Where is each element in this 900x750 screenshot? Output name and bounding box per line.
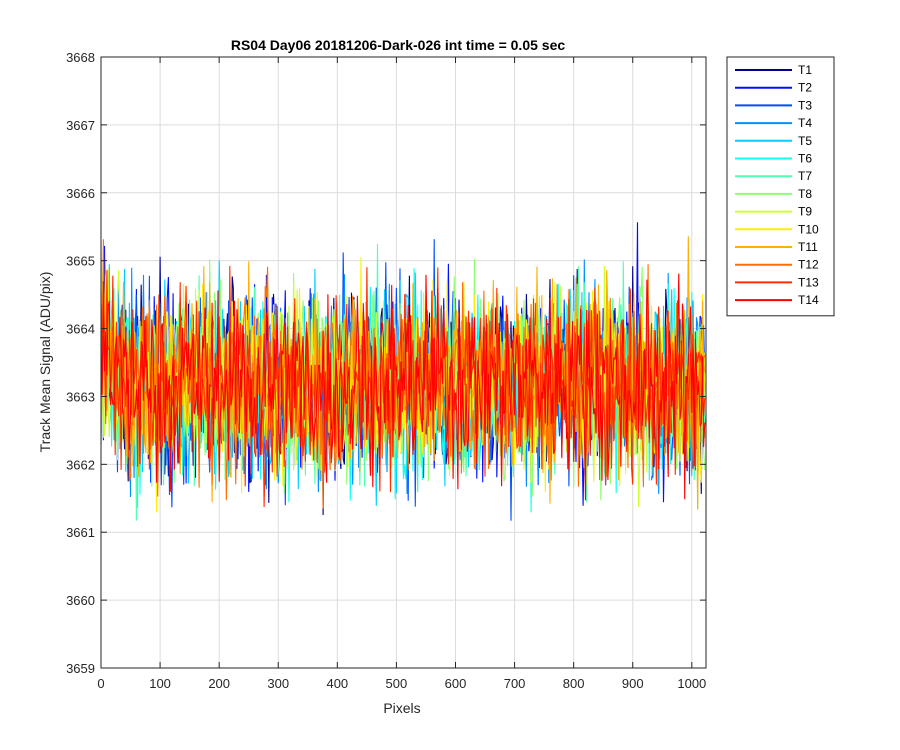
y-tick-label: 3663 [66,389,95,404]
series-lines [101,222,706,521]
x-tick-label: 100 [149,676,171,691]
y-tick-label: 3668 [66,50,95,65]
legend-label-t1: T1 [798,63,812,77]
legend-label-t10: T10 [798,222,819,236]
y-tick-label: 3659 [66,661,95,676]
legend-label-t12: T12 [798,258,819,272]
legend-label-t4: T4 [798,116,812,130]
x-axis-label: Pixels [383,700,420,716]
legend: T1 T2 T3 T4 T5 T6 T7 T8 T9 T10 T11 T12 T13 T14 [726,56,835,317]
legend-label-t8: T8 [798,187,812,201]
x-tick-label: 400 [326,676,348,691]
x-tick-label: 300 [267,676,289,691]
x-tick-label: 800 [563,676,585,691]
axes-box [100,56,707,669]
x-tick-label: 500 [386,676,408,691]
legend-label-t9: T9 [798,205,812,219]
x-tick-label: 600 [445,676,467,691]
ticks: 0 100 200 300 400 500 600 700 800 900 1000 3659 3660… [66,50,706,691]
x-tick-label: 200 [208,676,230,691]
x-tick-label: 700 [504,676,526,691]
x-tick-label: 900 [622,676,644,691]
plot-area: 0 100 200 300 400 500 600 700 800 900 1000 3659 3660… [66,50,707,691]
y-tick-label: 3666 [66,186,95,201]
legend-label-t14: T14 [798,293,819,307]
x-tick-label: 1000 [677,676,706,691]
legend-label-t11: T11 [798,240,818,254]
x-tick-label: 0 [97,676,104,691]
legend-box [726,56,835,317]
series-line-t14 [101,273,706,501]
legend-label-t2: T2 [798,81,812,95]
legend-label-t5: T5 [798,134,812,148]
legend-label-t3: T3 [798,98,812,112]
y-tick-label: 3660 [66,593,95,608]
y-axis-label: Track Mean Signal (ADU/pix) [37,272,53,453]
y-tick-label: 3667 [66,118,95,133]
y-tick-label: 3661 [66,525,95,540]
legend-label-t13: T13 [798,275,819,289]
legend-label-t6: T6 [798,152,812,166]
legend-label-t7: T7 [798,169,812,183]
y-tick-label: 3662 [66,457,95,472]
y-tick-label: 3664 [66,322,95,337]
y-tick-label: 3665 [66,254,95,269]
chart-title: RS04 Day06 20181206-Dark-026 int time = … [231,37,565,53]
series-line-t12 [101,239,706,509]
